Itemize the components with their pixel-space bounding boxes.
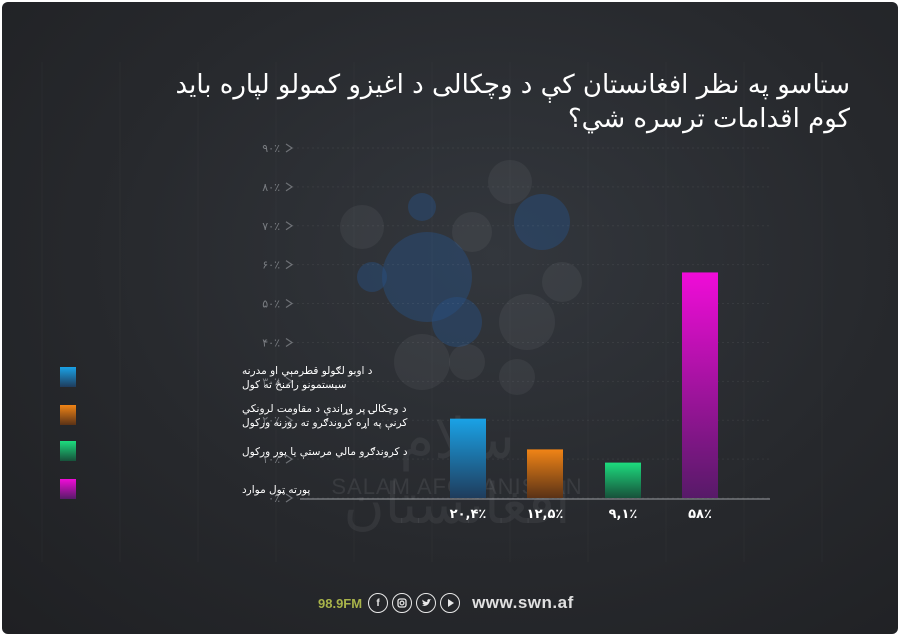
legend-label: د کروندګرو مالي مرستې یا پور ورکول bbox=[242, 446, 408, 459]
legend-label: کرنې په اړه کروندګرو ته روزنه ورکول bbox=[242, 417, 407, 430]
y-tick-label: ۶۰٪ bbox=[262, 259, 280, 272]
y-tick-arrow bbox=[285, 143, 294, 153]
facebook-icon[interactable]: f bbox=[368, 593, 389, 613]
y-tick-label: ۴۰٪ bbox=[262, 336, 280, 349]
legend-label: پورته ټول موارد bbox=[242, 484, 310, 496]
map-dot bbox=[394, 334, 450, 390]
y-tick-arrow bbox=[285, 454, 294, 464]
legend: د اوبو لګولو قطرمېي او مدرنه سیستمونو رام… bbox=[60, 365, 408, 499]
map-dot bbox=[357, 262, 387, 292]
map-dot bbox=[408, 193, 436, 221]
chart-title: ستاسو په نظر افغانستان کې د وچکالی د اغی… bbox=[175, 70, 850, 134]
bars bbox=[450, 272, 718, 498]
y-axis: ۰٪ ۱۰٪ ۲۰٪ ۳۰٪ ۴۰٪ ۵۰٪ ۶۰٪ ۷۰٪ ۸۰٪ ۹۰٪ bbox=[262, 142, 294, 505]
bar bbox=[605, 462, 641, 498]
legend-swatch bbox=[60, 405, 76, 425]
y-tick-label: ۵۰٪ bbox=[262, 298, 280, 311]
y-tick-arrow bbox=[285, 337, 294, 347]
legend-label: د وچکالۍ پر وړاندې د مقاومت لرونکي bbox=[242, 403, 407, 416]
y-tick-arrow bbox=[285, 493, 294, 503]
map-dot bbox=[452, 212, 492, 252]
legend-swatch bbox=[60, 441, 76, 461]
legend-swatch bbox=[60, 479, 76, 499]
y-tick-arrow bbox=[285, 182, 294, 192]
twitter-icon[interactable] bbox=[416, 593, 437, 613]
bar-value-label: ۹,۱٪ bbox=[609, 507, 638, 522]
bar-value-label: ۱۲,۵٪ bbox=[527, 507, 564, 522]
instagram-icon[interactable] bbox=[392, 593, 413, 613]
bar bbox=[527, 449, 563, 498]
radio-frequency: 98.9FM bbox=[318, 595, 363, 611]
y-tick-label: ۲۰٪ bbox=[262, 414, 280, 427]
map-dot bbox=[514, 194, 570, 250]
map-dot bbox=[488, 160, 532, 204]
y-tick-arrow bbox=[285, 299, 294, 309]
bar bbox=[682, 272, 718, 498]
map-dot bbox=[340, 205, 384, 249]
map-dot bbox=[499, 359, 535, 395]
website-link[interactable]: www.swn.af bbox=[472, 593, 574, 612]
legend-label: د اوبو لګولو قطرمېي او مدرنه bbox=[242, 365, 373, 377]
map-dot bbox=[499, 294, 555, 350]
youtube-icon[interactable] bbox=[440, 593, 461, 613]
y-tick-label: ۸۰٪ bbox=[262, 181, 280, 194]
map-dot bbox=[382, 232, 472, 322]
bar-value-label: ۵۸٪ bbox=[688, 507, 712, 522]
map-dot bbox=[449, 344, 485, 380]
y-tick-arrow bbox=[285, 260, 294, 270]
y-tick-label: ۱۰٪ bbox=[262, 453, 280, 466]
map-dot bbox=[542, 262, 582, 302]
y-tick-label: ۹۰٪ bbox=[262, 142, 280, 155]
value-labels: ۲۰,۴٪ ۱۲,۵٪ ۹,۱٪ ۵۸٪ bbox=[450, 507, 712, 522]
footer: 98.9FM f www.swn.af bbox=[318, 590, 574, 616]
map-dot bbox=[432, 297, 482, 347]
y-tick-label: ۰٪ bbox=[268, 492, 280, 505]
legend-swatch bbox=[60, 367, 76, 387]
grid-lines bbox=[292, 147, 770, 500]
y-tick-label: ۷۰٪ bbox=[262, 220, 280, 233]
bar-value-label: ۲۰,۴٪ bbox=[450, 507, 487, 522]
y-tick-arrow bbox=[285, 415, 294, 425]
legend-label: سیستمونو رامنځ ته کول bbox=[242, 379, 347, 391]
map-background bbox=[340, 160, 582, 395]
y-tick-label: ۳۰٪ bbox=[262, 375, 280, 388]
y-tick-arrow bbox=[285, 376, 294, 386]
y-tick-arrow bbox=[285, 221, 294, 231]
bar bbox=[450, 418, 486, 498]
